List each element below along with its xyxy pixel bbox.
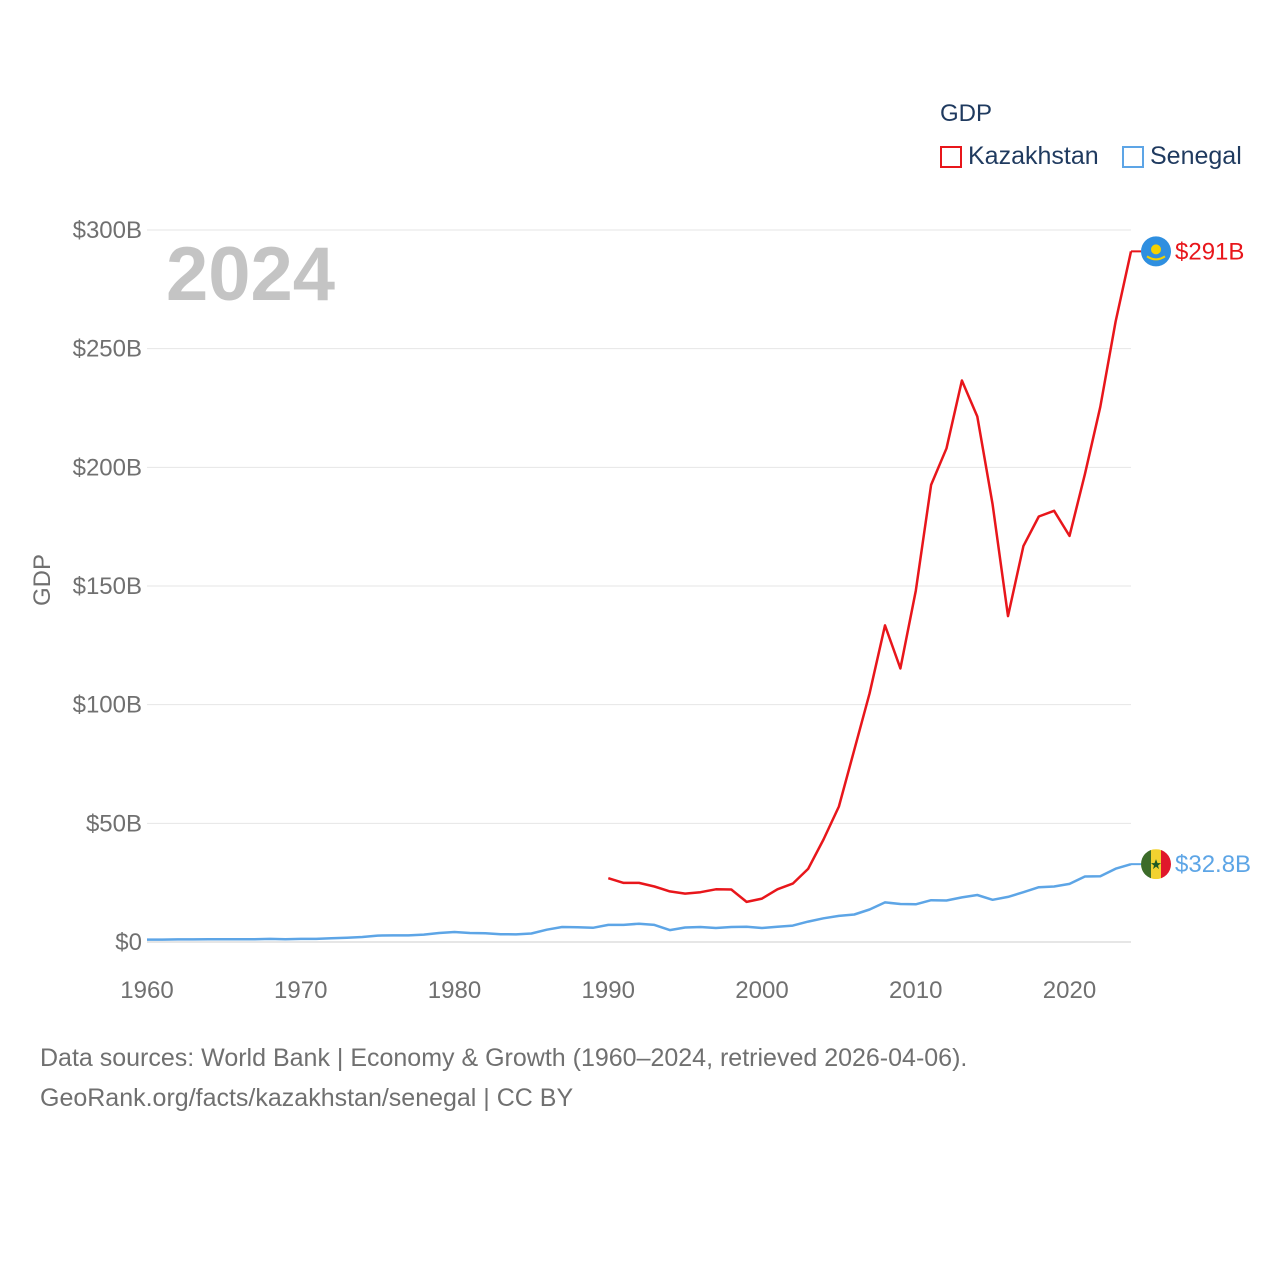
end-value-label-senegal: $32.8B (1175, 851, 1251, 878)
legend-title: GDP (940, 100, 993, 127)
x-tick-label: 1990 (582, 977, 635, 1004)
senegal-flag-icon (1141, 849, 1171, 880)
x-tick-label: 2020 (1043, 977, 1096, 1004)
x-tick-label: 1960 (120, 977, 173, 1004)
series-line-senegal (147, 863, 1132, 941)
series-lines (147, 251, 1133, 941)
series-end-labels: $291B $32.8B (1131, 236, 1251, 880)
series-line-kazakhstan (607, 251, 1133, 904)
y-axis-title: GDP (29, 554, 56, 606)
legend-swatch-senegal (1122, 145, 1144, 168)
end-value-label-kazakhstan: $291B (1175, 238, 1244, 265)
footer-sources: Data sources: World Bank | Economy & Gro… (40, 1044, 968, 1072)
year-label: 2024 (166, 232, 335, 317)
x-axis: 1960 1970 1980 1990 2000 2010 2020 (120, 977, 1096, 1004)
legend-item-kazakhstan[interactable]: Kazakhstan (940, 142, 1099, 171)
y-tick-label: $250B (73, 336, 142, 363)
y-tick-label: $0 (115, 929, 142, 956)
x-tick-label: 1970 (274, 977, 327, 1004)
footer-link[interactable]: GeoRank.org/facts/kazakhstan/senegal | C… (40, 1084, 574, 1112)
gridlines (147, 229, 1131, 943)
gdp-line-chart: $0 $50B $100B $150B $200B $250B $300B 1960 1970… (29, 217, 1251, 1004)
legend-item-senegal[interactable]: Senegal (1122, 142, 1242, 171)
x-tick-label: 1980 (428, 977, 481, 1004)
y-tick-label: $100B (73, 692, 142, 719)
legend-swatch-kazakhstan (940, 145, 962, 168)
y-tick-label: $300B (73, 217, 142, 244)
y-tick-label: $150B (73, 573, 142, 600)
y-tick-label: $50B (86, 810, 142, 837)
y-axis: $0 $50B $100B $150B $200B $250B $300B (73, 217, 142, 956)
x-tick-label: 2000 (735, 977, 788, 1004)
legend-label-senegal: Senegal (1150, 142, 1242, 170)
x-tick-label: 2010 (889, 977, 942, 1004)
y-tick-label: $200B (73, 454, 142, 481)
legend-label-kazakhstan: Kazakhstan (968, 142, 1099, 170)
kazakhstan-flag-icon (1141, 236, 1171, 267)
